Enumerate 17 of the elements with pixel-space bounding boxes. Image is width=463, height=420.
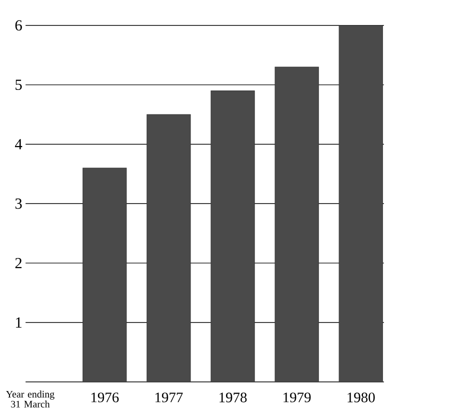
y-tick-label: 1: [16, 317, 22, 328]
x-axis-title: Year ending 31 March: [6, 390, 54, 408]
bar: [338, 25, 383, 382]
y-tick-label: 2: [15, 258, 22, 268]
y-tick-label: 3: [15, 198, 22, 209]
bar: [82, 168, 127, 382]
x-tick-label: 1978: [220, 392, 247, 402]
bar: [146, 114, 191, 382]
y-tick-label: 6: [15, 20, 22, 31]
x-tick-label: 1977: [156, 392, 183, 402]
x-tick-label: 1979: [284, 392, 311, 402]
x-tick-label: 1980: [348, 392, 375, 402]
bar: [274, 66, 319, 382]
y-tick-label: 5: [16, 80, 22, 90]
x-tick-label: 1976: [91, 392, 119, 402]
bar: [210, 90, 255, 382]
y-tick-label: 4: [14, 139, 22, 150]
